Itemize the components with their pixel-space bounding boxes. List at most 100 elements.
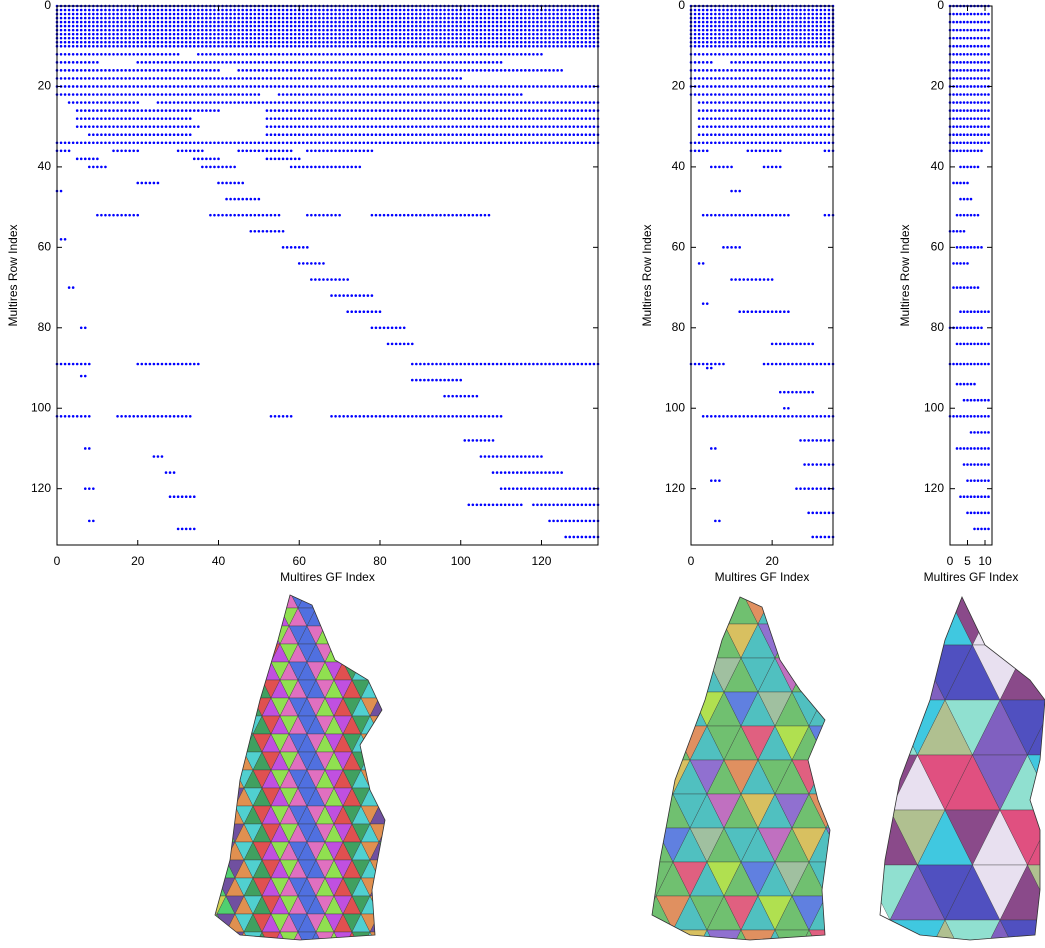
mesh-face	[825, 623, 830, 659]
mesh-face	[397, 806, 415, 824]
mesh-face	[215, 607, 227, 627]
mesh-face	[369, 607, 385, 627]
mesh-face	[225, 661, 245, 681]
mesh-face	[378, 859, 385, 879]
mesh-face	[378, 679, 385, 699]
mesh-face	[808, 597, 830, 625]
mesh-face	[388, 806, 406, 824]
mesh-face	[843, 828, 877, 862]
mesh-face	[415, 788, 433, 806]
mesh-face	[388, 878, 406, 896]
mesh-face	[216, 643, 236, 663]
y-tick-label: 40	[672, 159, 686, 173]
mesh-face	[652, 725, 674, 761]
mesh-face	[252, 625, 272, 645]
x-tick-label: 0	[688, 554, 695, 568]
mesh-face	[397, 896, 415, 914]
mesh-face	[397, 590, 415, 608]
mesh-face	[333, 595, 353, 609]
mesh-face	[406, 644, 424, 662]
mesh-face	[243, 607, 263, 627]
mesh-face	[388, 842, 406, 860]
mesh-face	[315, 931, 335, 940]
mesh-face	[215, 697, 218, 717]
mesh-face	[415, 896, 433, 914]
y-tick-label: 60	[38, 240, 52, 254]
mesh-face	[825, 895, 830, 931]
mesh-face	[397, 662, 415, 680]
y-tick-label: 80	[931, 320, 945, 334]
mesh-face	[333, 625, 353, 645]
mesh-face	[378, 769, 385, 789]
mesh-face	[215, 859, 227, 879]
mesh-face	[215, 733, 218, 753]
mesh-face	[215, 643, 227, 663]
mesh-face	[378, 913, 385, 933]
mesh-face	[397, 698, 415, 716]
mesh-face	[825, 827, 830, 863]
mesh-face	[215, 841, 227, 861]
mesh-face	[215, 823, 227, 843]
mesh-face	[843, 590, 877, 624]
mesh-face	[216, 751, 236, 771]
x-tick-label: 20	[765, 554, 779, 568]
mesh-face	[843, 794, 877, 828]
mesh-face	[369, 661, 385, 681]
y-axis-label: Multires Row Index	[898, 224, 912, 326]
mesh-face	[415, 752, 433, 770]
y-tick-label: 0	[937, 0, 944, 12]
mesh-face	[252, 607, 272, 627]
mesh-face	[234, 715, 254, 735]
mesh-face	[397, 842, 415, 860]
mesh-face	[333, 607, 353, 627]
mesh-face	[825, 725, 830, 761]
mesh-face	[825, 793, 830, 829]
mesh-face	[406, 824, 424, 842]
mesh-face	[225, 733, 245, 753]
mesh-face	[234, 625, 254, 645]
mesh-face	[880, 809, 891, 866]
mesh-face	[215, 877, 218, 897]
mesh-face	[860, 930, 894, 948]
mesh-face	[397, 626, 415, 644]
mesh-face	[378, 643, 385, 663]
mesh-face	[880, 699, 891, 756]
mesh-face	[369, 769, 385, 789]
mesh-face	[825, 597, 830, 625]
mesh-face	[406, 878, 424, 896]
mesh-face	[388, 932, 406, 948]
mesh-face	[388, 644, 406, 662]
mesh-face	[877, 726, 911, 760]
mesh-face	[324, 607, 344, 627]
mesh-face	[378, 607, 385, 627]
mesh-face	[215, 769, 218, 789]
mesh-face	[216, 595, 236, 609]
mesh-face	[672, 597, 708, 625]
mesh-face	[388, 662, 406, 680]
mesh-face	[252, 595, 272, 609]
spy-chart: 0 20 40 60 80 100 120 0 20 40 60 80 100 120 Multires G…	[6, 0, 600, 584]
mesh-face	[843, 896, 877, 930]
mesh-face	[397, 932, 415, 948]
mesh-face	[215, 697, 227, 717]
mesh-face	[652, 597, 674, 625]
mesh-face	[261, 931, 281, 940]
x-tick-label: 120	[531, 554, 551, 568]
mesh-face	[324, 595, 344, 609]
mesh-face	[215, 625, 227, 645]
mesh-outline	[651, 596, 831, 941]
mesh-face	[215, 787, 227, 807]
mesh-face	[406, 608, 424, 626]
mesh-face	[388, 734, 406, 752]
mesh-face	[243, 931, 263, 940]
mesh-face	[351, 931, 371, 940]
mesh-face	[889, 597, 946, 646]
mesh-face	[406, 734, 424, 752]
mesh-face	[880, 919, 891, 940]
mesh-face	[216, 679, 236, 699]
mesh-face	[843, 760, 877, 794]
mesh-face	[234, 661, 254, 681]
mesh-face	[791, 623, 827, 659]
mesh-face	[825, 929, 830, 940]
mesh-face	[406, 842, 424, 860]
